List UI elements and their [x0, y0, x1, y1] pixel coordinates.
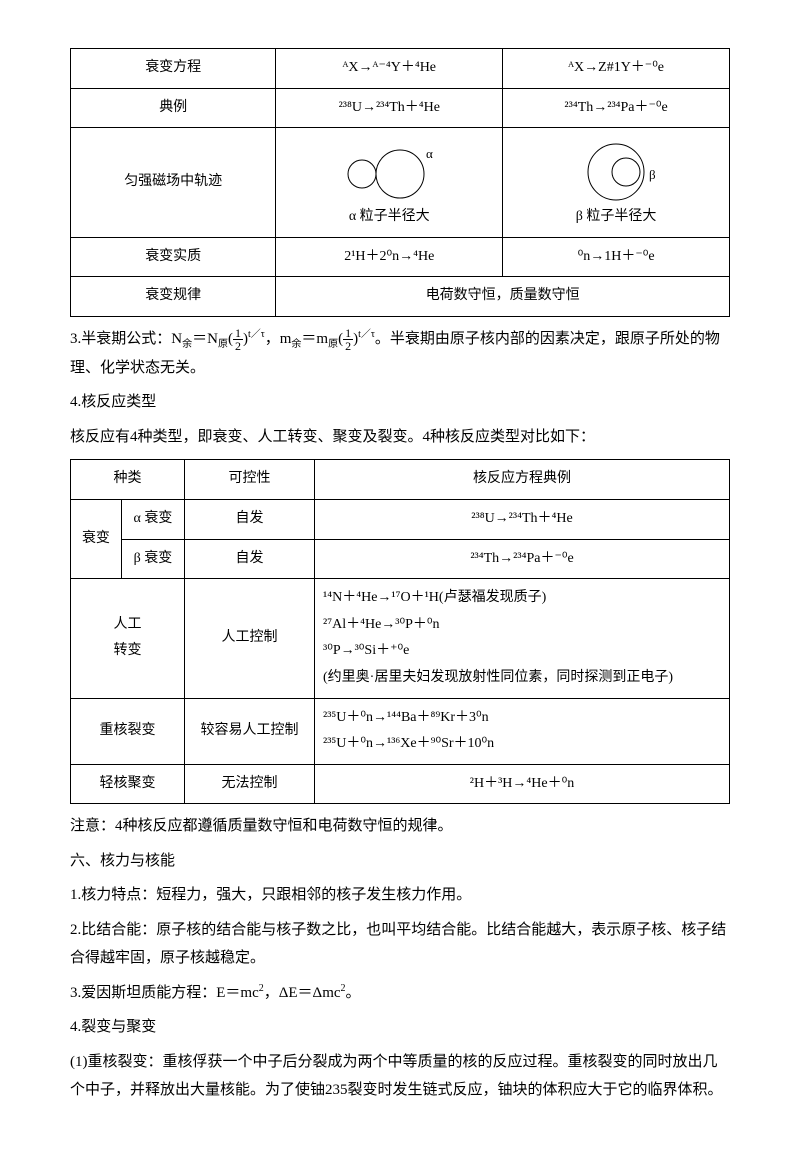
t1r1c1: ᴬX→ᴬ⁻⁴Y＋⁴He	[276, 49, 503, 89]
p3d: ＝m	[301, 331, 328, 347]
sub3: 余	[291, 339, 301, 350]
frac1: 12	[233, 327, 243, 352]
t2r3s: 人工 转变	[71, 579, 185, 698]
t2r4b: 较容易人工控制	[185, 698, 315, 764]
sub1: 余	[182, 339, 192, 350]
t1r1c2: ᴬX→Z#1Y＋⁻⁰e	[503, 49, 730, 89]
alpha-label: α 粒子半径大	[349, 209, 430, 224]
e1: t／τ	[248, 329, 265, 340]
t1r3h: 匀强磁场中轨迹	[71, 128, 276, 238]
beta-diagram: β	[561, 134, 671, 204]
p2: 2.比结合能：原子核的结合能与核子数之比，也叫平均结合能。比结合能越大，表示原子…	[70, 916, 730, 973]
p4: 4.裂变与聚变	[70, 1013, 730, 1042]
t2r2a: β 衰变	[121, 539, 184, 579]
sub4: 原	[328, 339, 338, 350]
t1r5m: 电荷数守恒，质量数守恒	[276, 277, 730, 317]
t2r4s: 重核裂变	[71, 698, 185, 764]
t1r3c2: β β 粒子半径大	[503, 128, 730, 238]
t2r4c: ²³⁵U＋⁰n→¹⁴⁴Ba＋⁸⁹Kr＋3⁰n ²³⁵U＋⁰n→¹³⁶Xe＋⁹⁰S…	[315, 698, 730, 764]
t2r5s: 轻核聚变	[71, 764, 185, 804]
p5: (1)重核裂变：重核俘获一个中子后分裂成为两个中等质量的核的反应过程。重核裂变的…	[70, 1048, 730, 1105]
p3c2: 。	[346, 985, 361, 1001]
t2r5c: ²H＋³H→⁴He＋⁰n	[315, 764, 730, 804]
p3: 3.爱因斯坦质能方程：E＝mc2，ΔE＝Δmc2。	[70, 979, 730, 1008]
t1r2h: 典例	[71, 88, 276, 128]
t1r4c2: ⁰n→1H＋⁻⁰e	[503, 237, 730, 277]
e2: t／τ	[358, 329, 375, 340]
t2r3b: 人工控制	[185, 579, 315, 698]
frac2: 12	[343, 327, 353, 352]
t1r2c1: ²³⁸U→²³⁴Th＋⁴He	[276, 88, 503, 128]
t2h3: 核反应方程典例	[315, 460, 730, 500]
t2r1b: 自发	[185, 500, 315, 540]
decay-table: 衰变方程 ᴬX→ᴬ⁻⁴Y＋⁴He ᴬX→Z#1Y＋⁻⁰e 典例 ²³⁸U→²³⁴…	[70, 48, 730, 317]
p3c: ，m	[265, 331, 292, 347]
p1: 1.核力特点：短程力，强大，只跟相邻的核子发生核力作用。	[70, 881, 730, 910]
p3b: ＝N	[192, 331, 218, 347]
t2r3c: ¹⁴N＋⁴He→¹⁷O＋¹H(卢瑟福发现质子) ²⁷Al＋⁴He→³⁰P＋⁰n …	[315, 579, 730, 698]
t2h2: 可控性	[185, 460, 315, 500]
reaction-table: 种类 可控性 核反应方程典例 衰变 α 衰变 自发 ²³⁸U→²³⁴Th＋⁴He…	[70, 459, 730, 804]
t1r1h: 衰变方程	[71, 49, 276, 89]
t1r4h: 衰变实质	[71, 237, 276, 277]
t1r4c1: 2¹H＋2⁰n→⁴He	[276, 237, 503, 277]
note: 注意：4种核反应都遵循质量数守恒和电荷数守恒的规律。	[70, 812, 730, 841]
t2r2c: ²³⁴Th→²³⁴Pa＋⁻⁰e	[315, 539, 730, 579]
sub2: 原	[218, 339, 228, 350]
t2r1c: ²³⁸U→²³⁴Th＋⁴He	[315, 500, 730, 540]
t2r1a: α 衰变	[121, 500, 184, 540]
svg-text:β: β	[649, 167, 656, 182]
halflife-formula: 3.半衰期公式：N余＝N原(12)t／τ，m余＝m原(12)t／τ。半衰期由原子…	[70, 325, 730, 383]
t2r1s: 衰变	[71, 500, 122, 579]
t1r5h: 衰变规律	[71, 277, 276, 317]
t1r2c2: ²³⁴Th→²³⁴Pa＋⁻⁰e	[503, 88, 730, 128]
svg-text:α: α	[426, 146, 433, 161]
t2h1: 种类	[71, 460, 185, 500]
beta-label: β 粒子半径大	[576, 209, 657, 224]
t1r3c1: α α 粒子半径大	[276, 128, 503, 238]
p3a: 3.半衰期公式：N	[70, 331, 182, 347]
t2r2b: 自发	[185, 539, 315, 579]
p3b2: ，ΔE＝Δmc	[264, 985, 341, 1001]
t2r5b: 无法控制	[185, 764, 315, 804]
para4: 4.核反应类型	[70, 388, 730, 417]
alpha-diagram: α	[334, 134, 444, 204]
p3a2: 3.爱因斯坦质能方程：E＝mc	[70, 985, 259, 1001]
sec6: 六、核力与核能	[70, 847, 730, 876]
para4b: 核反应有4种类型，即衰变、人工转变、聚变及裂变。4种核反应类型对比如下：	[70, 423, 730, 452]
